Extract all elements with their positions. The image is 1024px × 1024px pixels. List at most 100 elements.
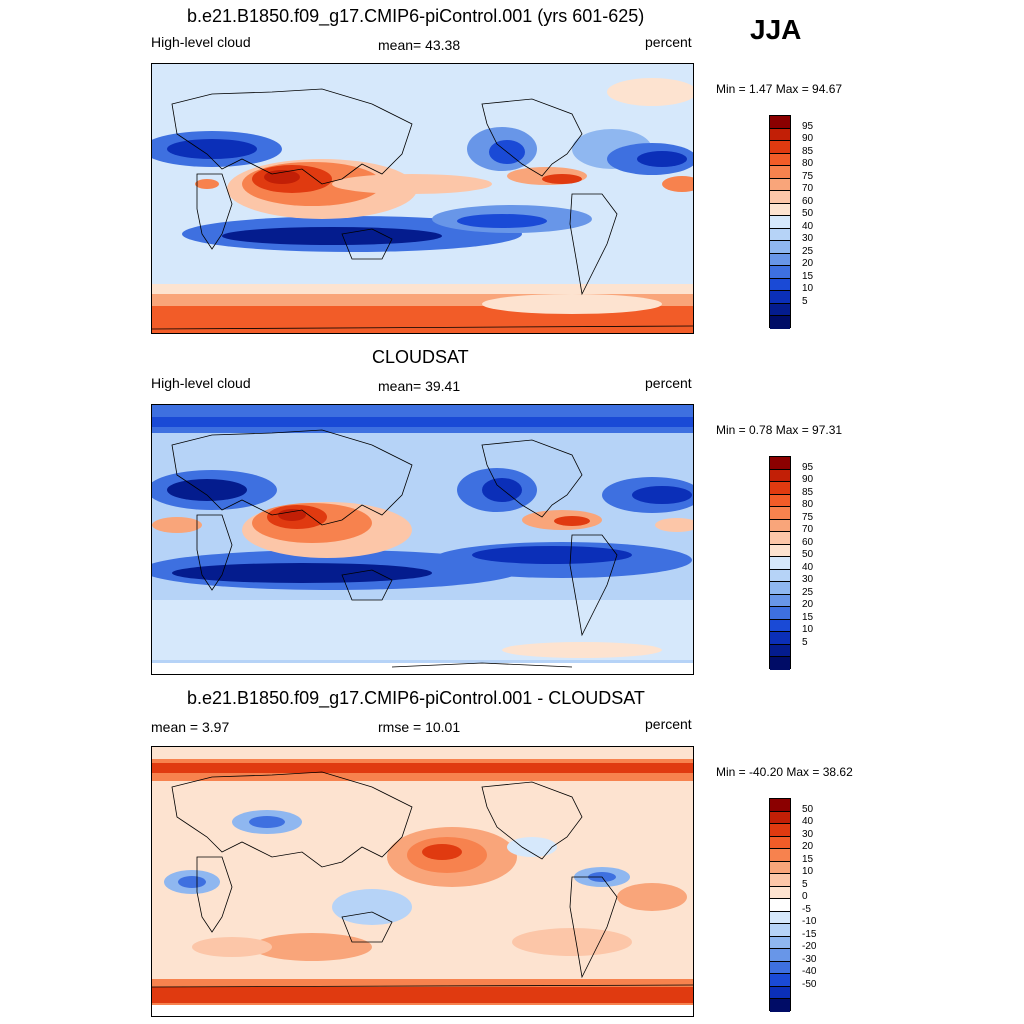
colorbar-segment — [770, 278, 790, 292]
colorbar-tick-label: 90 — [802, 474, 814, 486]
panel1-map-field — [152, 64, 693, 333]
panel3-rmse-label: rmse = 10.01 — [378, 719, 461, 735]
colorbar-tick-label: 5 — [802, 295, 808, 307]
colorbar-tick-label: 5 — [802, 636, 808, 648]
colorbar-segment — [770, 316, 790, 329]
colorbar-segment — [770, 936, 790, 950]
colorbar-segment — [770, 153, 790, 167]
panel1-variable-label: High-level cloud — [151, 34, 251, 50]
colorbar-tick-label: 95 — [802, 120, 814, 132]
colorbar-tick-label: 15 — [802, 853, 814, 865]
panel2-colorbar — [769, 456, 791, 670]
colorbar-segment — [770, 191, 790, 204]
colorbar-segment — [770, 874, 790, 887]
colorbar-tick-label: 90 — [802, 133, 814, 145]
colorbar-segment — [770, 532, 790, 545]
colorbar-segment — [770, 824, 790, 837]
colorbar-tick-label: 80 — [802, 158, 814, 170]
colorbar-tick-label: 50 — [802, 803, 814, 815]
colorbar-segment — [770, 241, 790, 254]
colorbar-segment — [770, 632, 790, 645]
colorbar-tick-label: 5 — [802, 878, 808, 890]
colorbar-tick-label: -10 — [802, 916, 817, 928]
colorbar-segment — [770, 228, 790, 242]
colorbar-segment — [770, 266, 790, 279]
colorbar-segment — [770, 557, 790, 570]
colorbar-tick-label: 20 — [802, 599, 814, 611]
panel3-units-label: percent — [645, 716, 692, 732]
colorbar-tick-label: -40 — [802, 966, 817, 978]
panel3-map — [151, 746, 694, 1017]
colorbar-tick-label: 80 — [802, 499, 814, 511]
colorbar-segment — [770, 961, 790, 975]
colorbar-tick-label: -20 — [802, 941, 817, 953]
colorbar-tick-label: 40 — [802, 561, 814, 573]
colorbar-segment — [770, 861, 790, 875]
panel1-title: b.e21.B1850.f09_g17.CMIP6-piControl.001 … — [187, 6, 645, 26]
colorbar-segment — [770, 519, 790, 533]
colorbar-segment — [770, 569, 790, 583]
colorbar-tick-label: 75 — [802, 511, 814, 523]
colorbar-segment — [770, 482, 790, 495]
colorbar-segment — [770, 216, 790, 229]
colorbar-tick-label: 75 — [802, 170, 814, 182]
panel3-title: b.e21.B1850.f09_g17.CMIP6-piControl.001 … — [187, 688, 645, 708]
colorbar-segment — [770, 303, 790, 317]
panel3-map-field — [152, 747, 693, 1016]
panel2-units-label: percent — [645, 375, 692, 391]
colorbar-segment — [770, 911, 790, 925]
colorbar-segment — [770, 986, 790, 1000]
panel2-minmax: Min = 0.78 Max = 97.31 — [716, 423, 843, 437]
panel3-minmax: Min = -40.20 Max = 38.62 — [716, 765, 853, 779]
colorbar-tick-label: -5 — [802, 903, 811, 915]
colorbar-segment — [770, 544, 790, 558]
colorbar-segment — [770, 899, 790, 912]
panel3-mean-label: mean = 3.97 — [151, 719, 230, 735]
colorbar-segment — [770, 494, 790, 508]
colorbar-tick-label: 50 — [802, 549, 814, 561]
season-label: JJA — [750, 14, 802, 45]
colorbar-tick-label: 25 — [802, 586, 814, 598]
colorbar-segment — [770, 999, 790, 1012]
colorbar-segment — [770, 253, 790, 267]
colorbar-tick-label: 30 — [802, 828, 814, 840]
panel1-units-label: percent — [645, 34, 692, 50]
colorbar-segment — [770, 811, 790, 825]
colorbar-tick-label: 15 — [802, 270, 814, 282]
colorbar-segment — [770, 582, 790, 595]
colorbar-segment — [770, 203, 790, 217]
colorbar-tick-label: 85 — [802, 145, 814, 157]
colorbar-tick-label: 70 — [802, 524, 814, 536]
panel3-colorbar — [769, 798, 791, 1012]
colorbar-tick-label: 0 — [802, 891, 808, 903]
panel1-colorbar — [769, 115, 791, 329]
colorbar-segment — [770, 594, 790, 608]
panel1-minmax: Min = 1.47 Max = 94.67 — [716, 82, 843, 96]
panel2-variable-label: High-level cloud — [151, 375, 251, 391]
colorbar-tick-label: 25 — [802, 245, 814, 257]
colorbar-tick-label: 40 — [802, 816, 814, 828]
colorbar-tick-label: 60 — [802, 536, 814, 548]
colorbar-tick-label: 20 — [802, 258, 814, 270]
colorbar-segment — [770, 644, 790, 658]
colorbar-segment — [770, 116, 790, 129]
colorbar-tick-label: 10 — [802, 866, 814, 878]
colorbar-segment — [770, 507, 790, 520]
panel2-map — [151, 404, 694, 675]
colorbar-tick-label: 50 — [802, 208, 814, 220]
colorbar-segment — [770, 178, 790, 192]
colorbar-segment — [770, 949, 790, 962]
colorbar-segment — [770, 799, 790, 812]
colorbar-tick-label: 10 — [802, 283, 814, 295]
panel1-mean-label: mean= 43.38 — [378, 37, 461, 53]
colorbar-segment — [770, 974, 790, 987]
colorbar-tick-label: 10 — [802, 624, 814, 636]
colorbar-tick-label: 95 — [802, 461, 814, 473]
panel2-map-field — [152, 405, 693, 674]
colorbar-segment — [770, 128, 790, 142]
colorbar-tick-label: -30 — [802, 953, 817, 965]
colorbar-segment — [770, 924, 790, 937]
colorbar-segment — [770, 657, 790, 670]
colorbar-tick-label: 85 — [802, 486, 814, 498]
colorbar-segment — [770, 849, 790, 862]
